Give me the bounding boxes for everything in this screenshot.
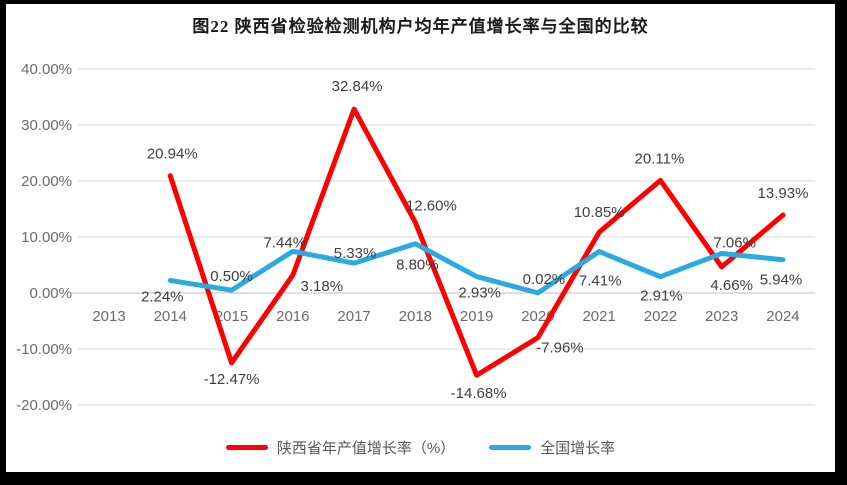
series-data-label: -14.68% <box>451 385 507 402</box>
series-data-label: 2.24% <box>141 288 184 305</box>
series-data-label: 8.80% <box>396 257 439 274</box>
x-axis-tick-label: 2019 <box>460 308 493 325</box>
legend-label-national: 全国增长率 <box>540 440 616 457</box>
x-axis-tick-label: 2017 <box>337 308 370 325</box>
y-axis-tick-label: 10.00% <box>21 229 72 246</box>
series-data-label: 13.93% <box>758 185 809 202</box>
y-axis-tick-label: 40.00% <box>21 61 72 78</box>
x-axis-tick-label: 2022 <box>644 308 677 325</box>
series-data-label: 2.91% <box>640 288 683 305</box>
y-axis-tick-label: 30.00% <box>21 117 72 134</box>
series-data-label: -7.96% <box>536 340 584 357</box>
x-axis-tick-label: 2023 <box>705 308 738 325</box>
series-data-label: 5.33% <box>334 245 377 262</box>
legend-item-national: 全国增长率 <box>489 437 615 458</box>
series-data-label: 7.06% <box>713 234 756 251</box>
x-axis-tick-label: 2024 <box>766 308 799 325</box>
series-data-label: 0.02% <box>523 271 566 288</box>
y-axis-tick-label: -10.00% <box>16 341 72 358</box>
series-data-label: 20.11% <box>635 150 685 167</box>
x-axis-tick-label: 2014 <box>154 308 187 325</box>
x-axis-tick-label: 2018 <box>399 308 432 325</box>
chart-legend: 陕西省年产值增长率（%） 全国增长率 <box>6 437 835 458</box>
x-axis-tick-label: 2021 <box>582 308 615 325</box>
x-axis-tick-label: 2016 <box>276 308 309 325</box>
y-axis-tick-label: 20.00% <box>21 173 72 190</box>
series-data-label: 32.84% <box>332 78 383 95</box>
x-axis-tick-label: 2013 <box>92 308 125 325</box>
x-axis-tick-label: 2015 <box>215 308 248 325</box>
series-line-national <box>167 241 786 296</box>
series-data-label: 7.41% <box>579 273 622 290</box>
y-axis-tick-label: 0.00% <box>29 285 72 302</box>
series-data-label: -12.47% <box>204 371 260 388</box>
series-data-label: 0.50% <box>210 268 253 285</box>
y-axis-tick-label: -20.00% <box>16 397 72 414</box>
series-data-label: 20.94% <box>147 146 198 163</box>
series-data-label: 10.85% <box>574 204 625 221</box>
series-data-label: 7.44% <box>264 234 307 251</box>
line-chart-canvas: 40.00% 30.00% 20.00% 10.00% 0.00% -10.00% -20.… <box>16 61 815 414</box>
series-data-label: 5.94% <box>760 272 803 289</box>
series-line-shaanxi <box>167 106 786 378</box>
series-data-label: 3.18% <box>301 278 344 295</box>
series-data-label: 2.93% <box>458 285 501 302</box>
red-line-swatch-icon <box>225 445 268 450</box>
series-data-label: 12.60% <box>406 197 457 214</box>
legend-item-shaanxi: 陕西省年产值增长率（%） <box>225 437 456 458</box>
legend-label-shaanxi: 陕西省年产值增长率（%） <box>276 440 456 457</box>
chart-title: 图22 陕西省检验检测机构户均年产值增长率与全国的比较 <box>192 17 649 36</box>
blue-line-swatch-icon <box>489 445 532 450</box>
series-data-label: 4.66% <box>710 277 753 294</box>
